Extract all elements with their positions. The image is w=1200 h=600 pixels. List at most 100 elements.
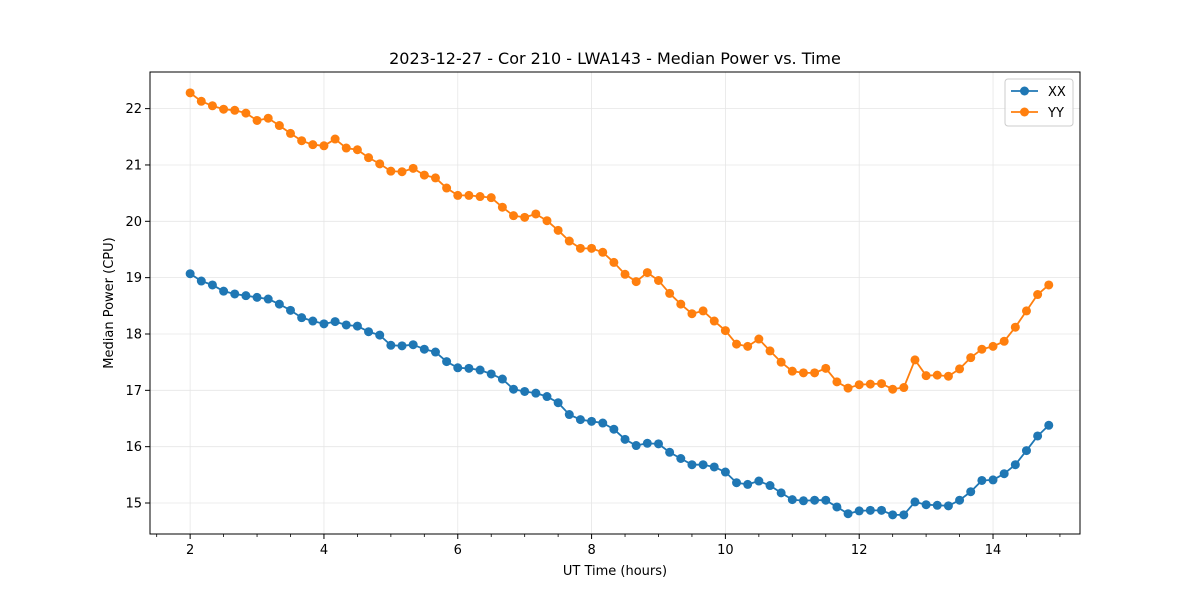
data-point-yy — [531, 209, 541, 219]
data-point-xx — [207, 280, 217, 290]
x-tick-label: 6 — [454, 543, 462, 558]
data-point-yy — [709, 316, 719, 326]
data-point-xx — [1044, 420, 1054, 430]
y-axis-label: Median Power (CPU) — [102, 237, 117, 368]
data-point-xx — [676, 454, 686, 463]
data-point-yy — [364, 153, 374, 163]
data-point-xx — [509, 384, 519, 394]
data-point-yy — [486, 193, 496, 203]
data-point-yy — [185, 88, 195, 98]
data-point-yy — [665, 288, 675, 298]
y-tick-label: 22 — [125, 102, 142, 117]
data-point-xx — [631, 441, 641, 451]
data-point-xx — [776, 488, 786, 498]
data-point-yy — [921, 371, 931, 381]
data-point-xx — [341, 320, 351, 330]
data-point-yy — [375, 159, 385, 169]
data-point-xx — [720, 467, 730, 477]
data-point-xx — [921, 500, 931, 510]
data-point-xx — [732, 478, 742, 488]
data-point-xx — [1021, 446, 1031, 456]
data-point-xx — [442, 357, 452, 367]
data-point-yy — [899, 383, 909, 393]
data-point-xx — [286, 305, 295, 315]
data-point-xx — [642, 438, 652, 448]
data-point-xx — [653, 439, 663, 449]
data-point-xx — [988, 475, 998, 485]
data-point-xx — [241, 291, 251, 301]
data-point-xx — [386, 340, 396, 350]
data-point-xx — [330, 317, 340, 327]
data-point-xx — [464, 363, 474, 373]
data-point-yy — [542, 216, 552, 226]
data-point-yy — [821, 363, 831, 373]
data-point-yy — [330, 134, 340, 144]
data-point-xx — [196, 276, 206, 286]
x-tick-label: 14 — [985, 543, 1002, 558]
data-point-xx — [665, 447, 675, 457]
data-point-xx — [620, 434, 630, 444]
legend-marker-yy — [1020, 107, 1029, 117]
data-point-yy — [754, 334, 764, 344]
data-point-yy — [676, 299, 686, 309]
y-tick-label: 18 — [125, 327, 142, 342]
data-point-yy — [442, 183, 452, 193]
data-point-xx — [486, 369, 496, 379]
data-point-xx — [687, 460, 697, 470]
data-point-xx — [475, 365, 485, 375]
data-point-xx — [798, 496, 808, 506]
data-point-yy — [698, 306, 708, 316]
data-point-yy — [1021, 306, 1031, 316]
data-point-yy — [653, 275, 663, 285]
data-point-xx — [609, 424, 619, 434]
data-point-yy — [286, 128, 295, 138]
series-layer — [185, 88, 1054, 520]
data-point-yy — [252, 115, 262, 125]
data-point-xx — [587, 416, 597, 426]
data-point-yy — [419, 170, 429, 180]
data-point-xx — [955, 495, 965, 505]
data-point-yy — [297, 136, 307, 146]
data-point-xx — [709, 462, 719, 472]
data-point-yy — [642, 268, 652, 278]
data-point-yy — [798, 368, 808, 378]
data-point-xx — [364, 327, 374, 337]
data-point-xx — [821, 495, 831, 505]
data-point-yy — [843, 383, 853, 393]
legend: XX YY — [1004, 78, 1074, 127]
data-point-yy — [575, 243, 585, 253]
data-point-xx — [1010, 460, 1020, 470]
data-point-yy — [1033, 290, 1043, 300]
data-point-xx — [598, 418, 608, 428]
data-point-yy — [520, 212, 530, 222]
data-point-yy — [308, 140, 318, 150]
data-point-xx — [743, 479, 753, 489]
data-point-xx — [542, 392, 552, 402]
data-point-yy — [977, 344, 987, 354]
x-tick-label: 2 — [186, 543, 194, 558]
axes-frame — [149, 71, 1081, 535]
legend-label-yy: YY — [1047, 106, 1064, 121]
data-point-yy — [453, 190, 463, 200]
data-point-xx — [888, 510, 898, 520]
data-point-yy — [475, 192, 485, 202]
data-point-xx — [497, 374, 507, 384]
data-point-yy — [319, 141, 329, 151]
y-tick-label: 20 — [125, 215, 142, 230]
data-point-xx — [252, 292, 262, 302]
series-yy — [185, 88, 1054, 394]
data-point-yy — [732, 339, 742, 349]
data-point-yy — [999, 336, 1009, 346]
data-point-yy — [598, 247, 608, 257]
data-point-yy — [854, 380, 864, 390]
data-point-yy — [943, 371, 953, 381]
data-point-yy — [241, 108, 251, 118]
data-point-xx — [910, 497, 920, 507]
y-tick-label: 21 — [125, 158, 142, 173]
data-point-yy — [430, 173, 440, 183]
data-point-xx — [408, 340, 418, 350]
data-point-xx — [698, 460, 708, 470]
x-tick-label: 12 — [851, 543, 868, 558]
data-point-xx — [575, 415, 585, 425]
